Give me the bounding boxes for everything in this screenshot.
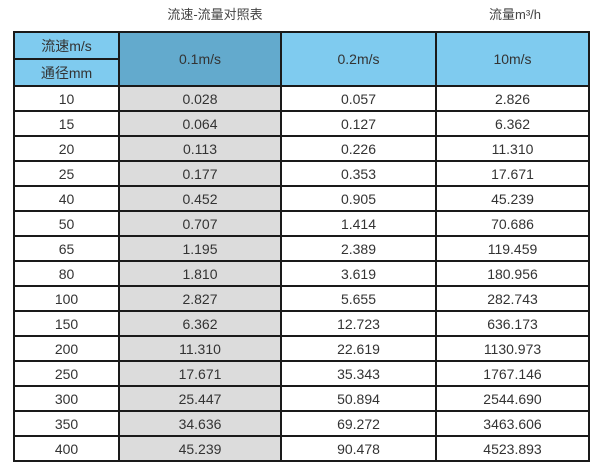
value-cell-0.1ms: 0.064 <box>118 110 282 137</box>
value-cell-10ms: 4523.893 <box>435 435 590 462</box>
value-cell-0.2ms: 2.389 <box>280 235 437 262</box>
diameter-cell: 50 <box>13 210 120 237</box>
table-row: 150 6.362 12.723 636.173 <box>13 310 590 337</box>
value-cell-10ms: 2.826 <box>435 85 590 112</box>
value-cell-0.2ms: 3.619 <box>280 260 437 287</box>
value-cell-0.2ms: 35.343 <box>280 360 437 387</box>
table-row: 25 0.177 0.353 17.671 <box>13 160 590 187</box>
flow-unit-label: 流量m³/h <box>488 7 541 22</box>
diameter-cell: 15 <box>13 110 120 137</box>
value-cell-0.1ms: 6.362 <box>118 310 282 337</box>
diameter-cell: 80 <box>13 260 120 287</box>
corner-velocity-label: 流速m/s <box>13 31 120 60</box>
value-cell-10ms: 6.362 <box>435 110 590 137</box>
value-cell-0.2ms: 50.894 <box>280 385 437 412</box>
value-cell-10ms: 45.239 <box>435 185 590 212</box>
value-cell-0.1ms: 17.671 <box>118 360 282 387</box>
value-cell-10ms: 3463.606 <box>435 410 590 437</box>
table-row: 65 1.195 2.389 119.459 <box>13 235 590 262</box>
value-cell-0.1ms: 11.310 <box>118 335 282 362</box>
value-cell-0.1ms: 0.113 <box>118 135 282 162</box>
value-cell-10ms: 2544.690 <box>435 385 590 412</box>
table-row: 15 0.064 0.127 6.362 <box>13 110 590 137</box>
diameter-cell: 100 <box>13 285 120 312</box>
table-body: 10 0.028 0.057 2.826 15 0.064 0.127 6.36… <box>13 85 590 462</box>
value-cell-0.2ms: 1.414 <box>280 210 437 237</box>
value-cell-0.2ms: 0.057 <box>280 85 437 112</box>
flow-rate-table: 流速m/s 0.1m/s 0.2m/s 10m/s 通径mm 10 0.028 … <box>13 31 590 462</box>
value-cell-0.2ms: 69.272 <box>280 410 437 437</box>
diameter-cell: 25 <box>13 160 120 187</box>
table-row: 20 0.113 0.226 11.310 <box>13 135 590 162</box>
value-cell-0.2ms: 0.127 <box>280 110 437 137</box>
column-header-10ms: 10m/s <box>435 31 590 87</box>
page-titles: 流速-流量对照表 流量m³/h <box>0 4 600 26</box>
value-cell-0.1ms: 45.239 <box>118 435 282 462</box>
value-cell-0.1ms: 0.707 <box>118 210 282 237</box>
value-cell-0.1ms: 34.636 <box>118 410 282 437</box>
table-row: 100 2.827 5.655 282.743 <box>13 285 590 312</box>
value-cell-0.2ms: 0.905 <box>280 185 437 212</box>
value-cell-10ms: 282.743 <box>435 285 590 312</box>
column-header-0.2ms: 0.2m/s <box>280 31 437 87</box>
table-row: 400 45.239 90.478 4523.893 <box>13 435 590 462</box>
table-title: 流速-流量对照表 <box>167 7 263 22</box>
value-cell-0.1ms: 0.028 <box>118 85 282 112</box>
table-row: 200 11.310 22.619 1130.973 <box>13 335 590 362</box>
corner-diameter-label: 通径mm <box>13 58 120 87</box>
diameter-cell: 250 <box>13 360 120 387</box>
value-cell-0.1ms: 2.827 <box>118 285 282 312</box>
value-cell-10ms: 636.173 <box>435 310 590 337</box>
diameter-cell: 400 <box>13 435 120 462</box>
value-cell-0.2ms: 90.478 <box>280 435 437 462</box>
value-cell-10ms: 70.686 <box>435 210 590 237</box>
table-row: 50 0.707 1.414 70.686 <box>13 210 590 237</box>
value-cell-10ms: 17.671 <box>435 160 590 187</box>
value-cell-0.1ms: 0.177 <box>118 160 282 187</box>
diameter-cell: 350 <box>13 410 120 437</box>
value-cell-10ms: 180.956 <box>435 260 590 287</box>
value-cell-0.2ms: 5.655 <box>280 285 437 312</box>
value-cell-10ms: 1767.146 <box>435 360 590 387</box>
value-cell-10ms: 11.310 <box>435 135 590 162</box>
diameter-cell: 40 <box>13 185 120 212</box>
table-row: 80 1.810 3.619 180.956 <box>13 260 590 287</box>
column-header-0.1ms: 0.1m/s <box>118 31 282 87</box>
table-row: 350 34.636 69.272 3463.606 <box>13 410 590 437</box>
value-cell-0.1ms: 25.447 <box>118 385 282 412</box>
table-row: 250 17.671 35.343 1767.146 <box>13 360 590 387</box>
diameter-cell: 20 <box>13 135 120 162</box>
diameter-cell: 150 <box>13 310 120 337</box>
value-cell-0.1ms: 1.810 <box>118 260 282 287</box>
table-header: 流速m/s 0.1m/s 0.2m/s 10m/s 通径mm <box>13 31 590 87</box>
value-cell-0.1ms: 1.195 <box>118 235 282 262</box>
diameter-cell: 65 <box>13 235 120 262</box>
value-cell-10ms: 119.459 <box>435 235 590 262</box>
value-cell-0.2ms: 0.353 <box>280 160 437 187</box>
table-row: 300 25.447 50.894 2544.690 <box>13 385 590 412</box>
table-row: 10 0.028 0.057 2.826 <box>13 85 590 112</box>
value-cell-0.1ms: 0.452 <box>118 185 282 212</box>
diameter-cell: 10 <box>13 85 120 112</box>
diameter-cell: 200 <box>13 335 120 362</box>
value-cell-0.2ms: 12.723 <box>280 310 437 337</box>
value-cell-0.2ms: 0.226 <box>280 135 437 162</box>
value-cell-0.2ms: 22.619 <box>280 335 437 362</box>
value-cell-10ms: 1130.973 <box>435 335 590 362</box>
table-row: 40 0.452 0.905 45.239 <box>13 185 590 212</box>
diameter-cell: 300 <box>13 385 120 412</box>
